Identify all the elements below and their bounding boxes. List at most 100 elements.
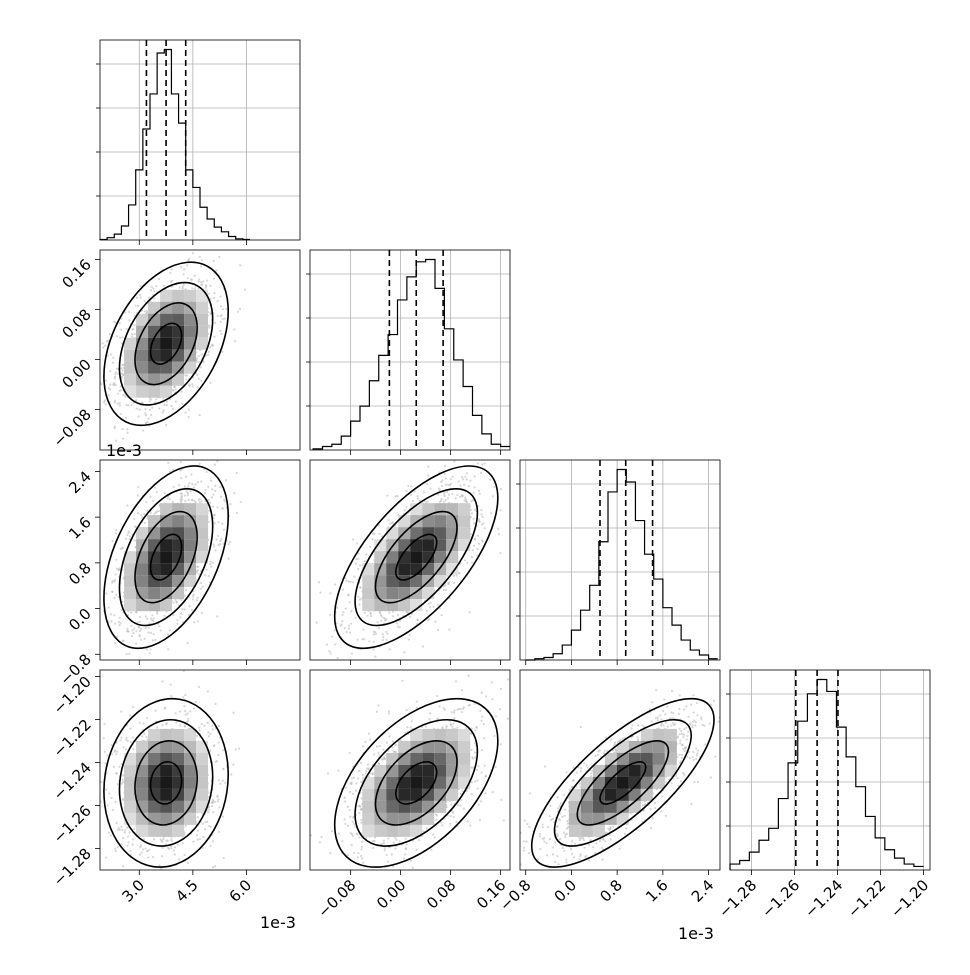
scatter-point — [341, 620, 343, 622]
scatter-point — [471, 512, 473, 514]
scatter-point — [396, 622, 398, 624]
scatter-point — [153, 512, 155, 514]
density-cell — [136, 362, 148, 374]
scatter-point — [219, 486, 221, 488]
scatter-point — [216, 615, 218, 617]
scatter-point — [370, 612, 372, 614]
density-cell — [136, 563, 148, 575]
scatter-point — [127, 835, 129, 837]
scatter-point — [152, 500, 154, 502]
scatter-point — [200, 582, 202, 584]
scatter-point — [228, 558, 230, 560]
scatter-point — [110, 613, 112, 615]
scatter-point — [357, 639, 359, 641]
scatter-point — [499, 552, 501, 554]
scatter-point — [416, 619, 418, 621]
density-cell — [184, 290, 196, 302]
scatter-point — [209, 563, 211, 565]
scatter-point — [212, 543, 214, 545]
scatter-point — [188, 258, 190, 260]
scatter-point — [385, 639, 387, 641]
scatter-point — [214, 865, 216, 867]
scatter-point — [334, 629, 336, 631]
scatter-point — [116, 368, 118, 370]
scatter-point — [186, 490, 188, 492]
scatter-point — [134, 539, 136, 541]
scatter-point — [211, 805, 213, 807]
scatter-point — [184, 724, 186, 726]
scatter-point — [372, 538, 374, 540]
scatter-point — [474, 486, 476, 488]
scatter-point — [451, 493, 453, 495]
scatter-point — [389, 648, 391, 650]
scatter-point — [161, 724, 163, 726]
scatter-point — [493, 486, 495, 488]
scatter-point — [208, 351, 210, 353]
scatter-point — [388, 611, 390, 613]
density-cell — [410, 563, 422, 575]
scatter-point — [336, 607, 338, 609]
scatter-point — [131, 629, 133, 631]
scatter-point — [169, 629, 171, 631]
scatter-point — [337, 657, 339, 659]
density-cell — [172, 515, 184, 527]
scatter-point — [139, 630, 141, 632]
scatter-point — [167, 462, 169, 464]
scatter-point — [417, 497, 419, 499]
scatter-point — [187, 712, 189, 714]
scatter-point — [188, 416, 190, 418]
scatter-point — [481, 539, 483, 541]
scatter-point — [153, 617, 155, 619]
scatter-point — [188, 605, 190, 607]
scatter-point — [180, 461, 182, 463]
scatter-point — [318, 581, 320, 583]
scatter-point — [349, 581, 351, 583]
scatter-point — [176, 623, 178, 625]
scatter-point — [459, 485, 461, 487]
scatter-point — [139, 722, 141, 724]
scatter-point — [129, 535, 131, 537]
scatter-point — [139, 854, 141, 856]
scatter-point — [196, 599, 198, 601]
scatter-point — [373, 631, 375, 633]
scatter-point — [214, 464, 216, 466]
scatter-point — [478, 520, 480, 522]
scatter-point — [135, 643, 137, 645]
scatter-point — [208, 327, 210, 329]
density-cell — [172, 290, 184, 302]
scatter-point — [370, 615, 372, 617]
scatter-point — [195, 483, 197, 485]
scatter-point — [443, 493, 445, 495]
scatter-point — [88, 376, 90, 378]
scatter-point — [104, 345, 106, 347]
scatter-point — [119, 739, 121, 741]
scatter-point — [107, 355, 109, 357]
density-cell — [124, 563, 136, 575]
scatter-point — [334, 583, 336, 585]
scatter-point — [182, 696, 184, 698]
scatter-point — [139, 621, 141, 623]
density-cell — [434, 515, 446, 527]
scatter-point — [115, 850, 117, 852]
scatter-point — [316, 621, 318, 623]
scatter-point — [194, 275, 196, 277]
density-cell — [148, 587, 160, 599]
scatter-point — [471, 556, 473, 558]
scatter-point — [202, 451, 204, 453]
scatter-point — [147, 857, 149, 859]
scatter-point — [478, 490, 480, 492]
scatter-point — [163, 615, 165, 617]
scatter-point — [224, 318, 226, 320]
scatter-point — [204, 821, 206, 823]
scatter-point — [198, 280, 200, 282]
scatter-point — [218, 742, 220, 744]
scatter-point — [373, 641, 375, 643]
scatter-point — [375, 633, 377, 635]
scatter-point — [480, 472, 482, 474]
scatter-point — [426, 610, 428, 612]
scatter-point — [179, 287, 181, 289]
hist-p2-bars — [526, 470, 718, 660]
scatter-point — [469, 611, 471, 613]
scatter-point — [124, 311, 126, 313]
